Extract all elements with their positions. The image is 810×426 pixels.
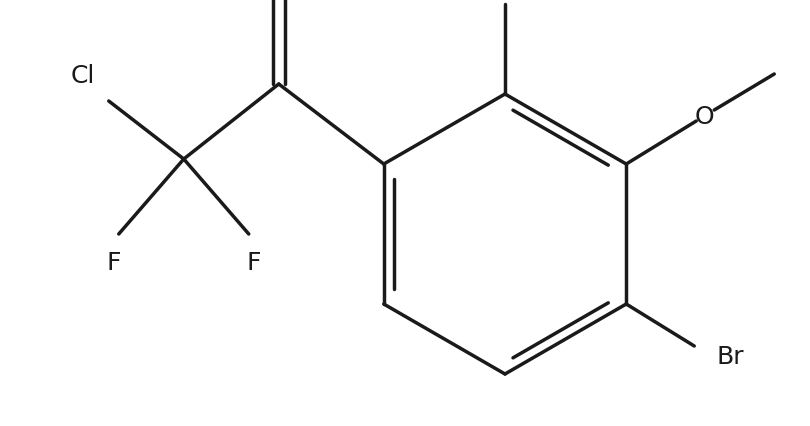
Text: F: F [106, 250, 121, 274]
Text: F: F [246, 250, 261, 274]
Text: Br: Br [716, 344, 744, 368]
Text: O: O [694, 105, 714, 129]
Text: Cl: Cl [70, 64, 95, 88]
